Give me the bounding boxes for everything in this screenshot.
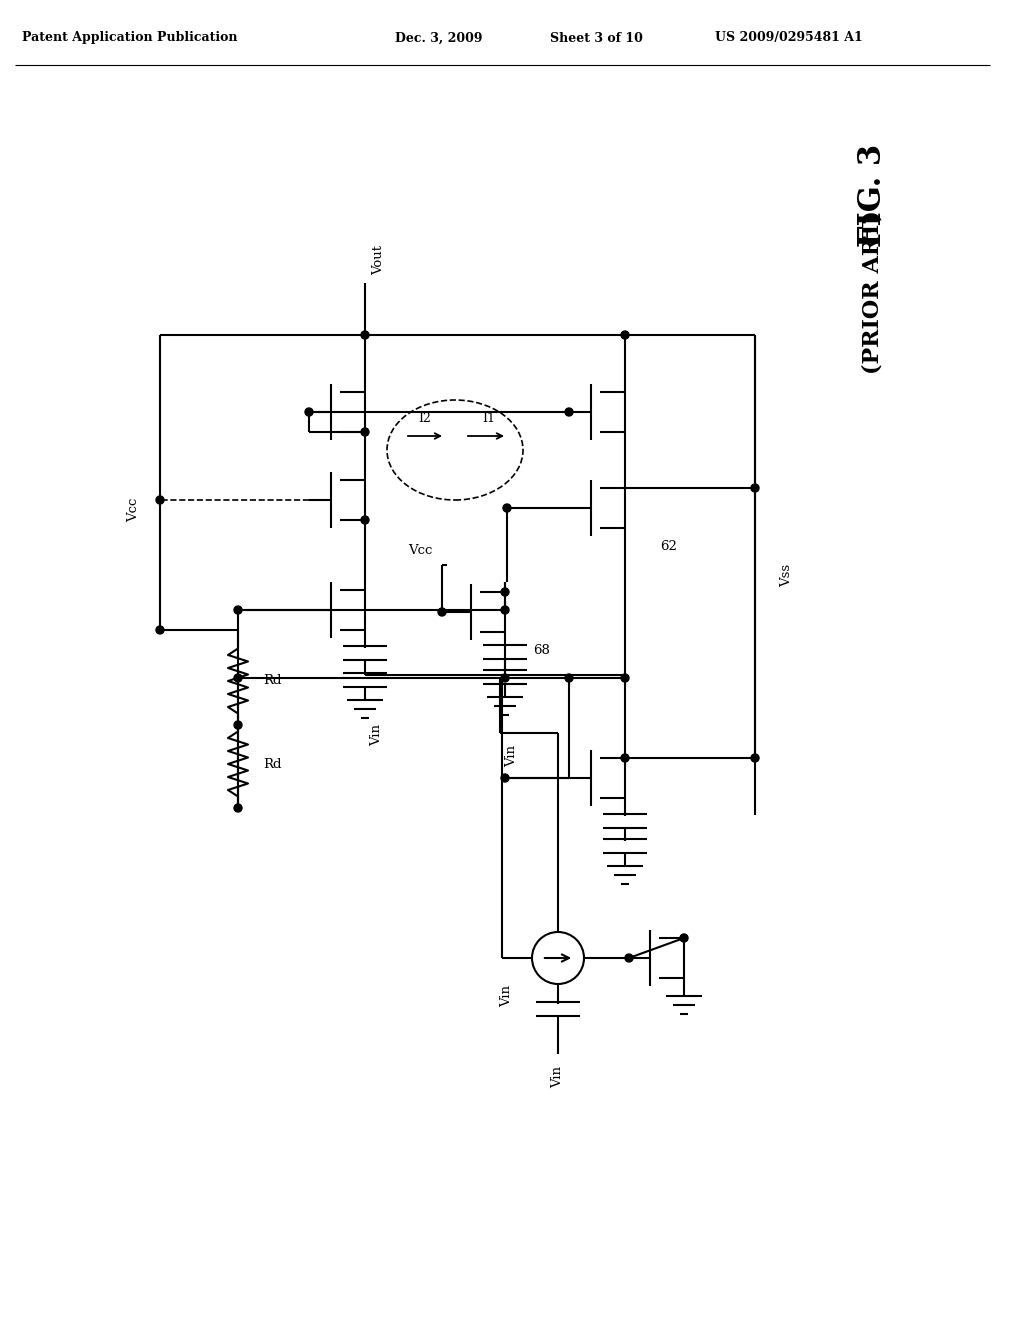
Text: Vcc: Vcc (127, 498, 140, 523)
Circle shape (621, 331, 629, 339)
Circle shape (621, 675, 629, 682)
Circle shape (501, 675, 509, 682)
Circle shape (501, 606, 509, 614)
Circle shape (234, 721, 242, 729)
Circle shape (751, 484, 759, 492)
Text: Dec. 3, 2009: Dec. 3, 2009 (395, 32, 482, 45)
Text: 62: 62 (660, 540, 677, 553)
Circle shape (156, 496, 164, 504)
Circle shape (361, 331, 369, 339)
Circle shape (503, 504, 511, 512)
Text: (PRIOR ART): (PRIOR ART) (861, 210, 883, 374)
Text: Patent Application Publication: Patent Application Publication (22, 32, 238, 45)
Text: Vin: Vin (552, 1067, 564, 1088)
Text: Vin: Vin (506, 744, 518, 767)
Circle shape (156, 626, 164, 634)
Circle shape (234, 606, 242, 614)
Circle shape (361, 428, 369, 436)
Circle shape (501, 774, 509, 781)
Circle shape (680, 935, 688, 942)
Circle shape (621, 754, 629, 762)
Text: Vin: Vin (371, 723, 384, 746)
Text: US 2009/0295481 A1: US 2009/0295481 A1 (715, 32, 863, 45)
Text: Vin: Vin (501, 985, 513, 1007)
Circle shape (234, 804, 242, 812)
Text: 68: 68 (534, 644, 550, 656)
Text: Vcc: Vcc (408, 544, 432, 557)
Text: FIG. 3: FIG. 3 (856, 144, 888, 247)
Circle shape (361, 516, 369, 524)
Circle shape (305, 408, 313, 416)
Circle shape (565, 675, 573, 682)
Text: I1: I1 (482, 412, 496, 425)
Circle shape (625, 954, 633, 962)
Circle shape (234, 675, 242, 682)
Circle shape (501, 587, 509, 597)
Text: I2: I2 (419, 412, 431, 425)
Text: Rd: Rd (263, 758, 282, 771)
Text: Vout: Vout (373, 246, 385, 275)
Circle shape (751, 754, 759, 762)
Text: Rd: Rd (263, 675, 282, 688)
Circle shape (438, 609, 446, 616)
Text: Sheet 3 of 10: Sheet 3 of 10 (550, 32, 643, 45)
Circle shape (565, 408, 573, 416)
Text: Vss: Vss (780, 564, 793, 586)
